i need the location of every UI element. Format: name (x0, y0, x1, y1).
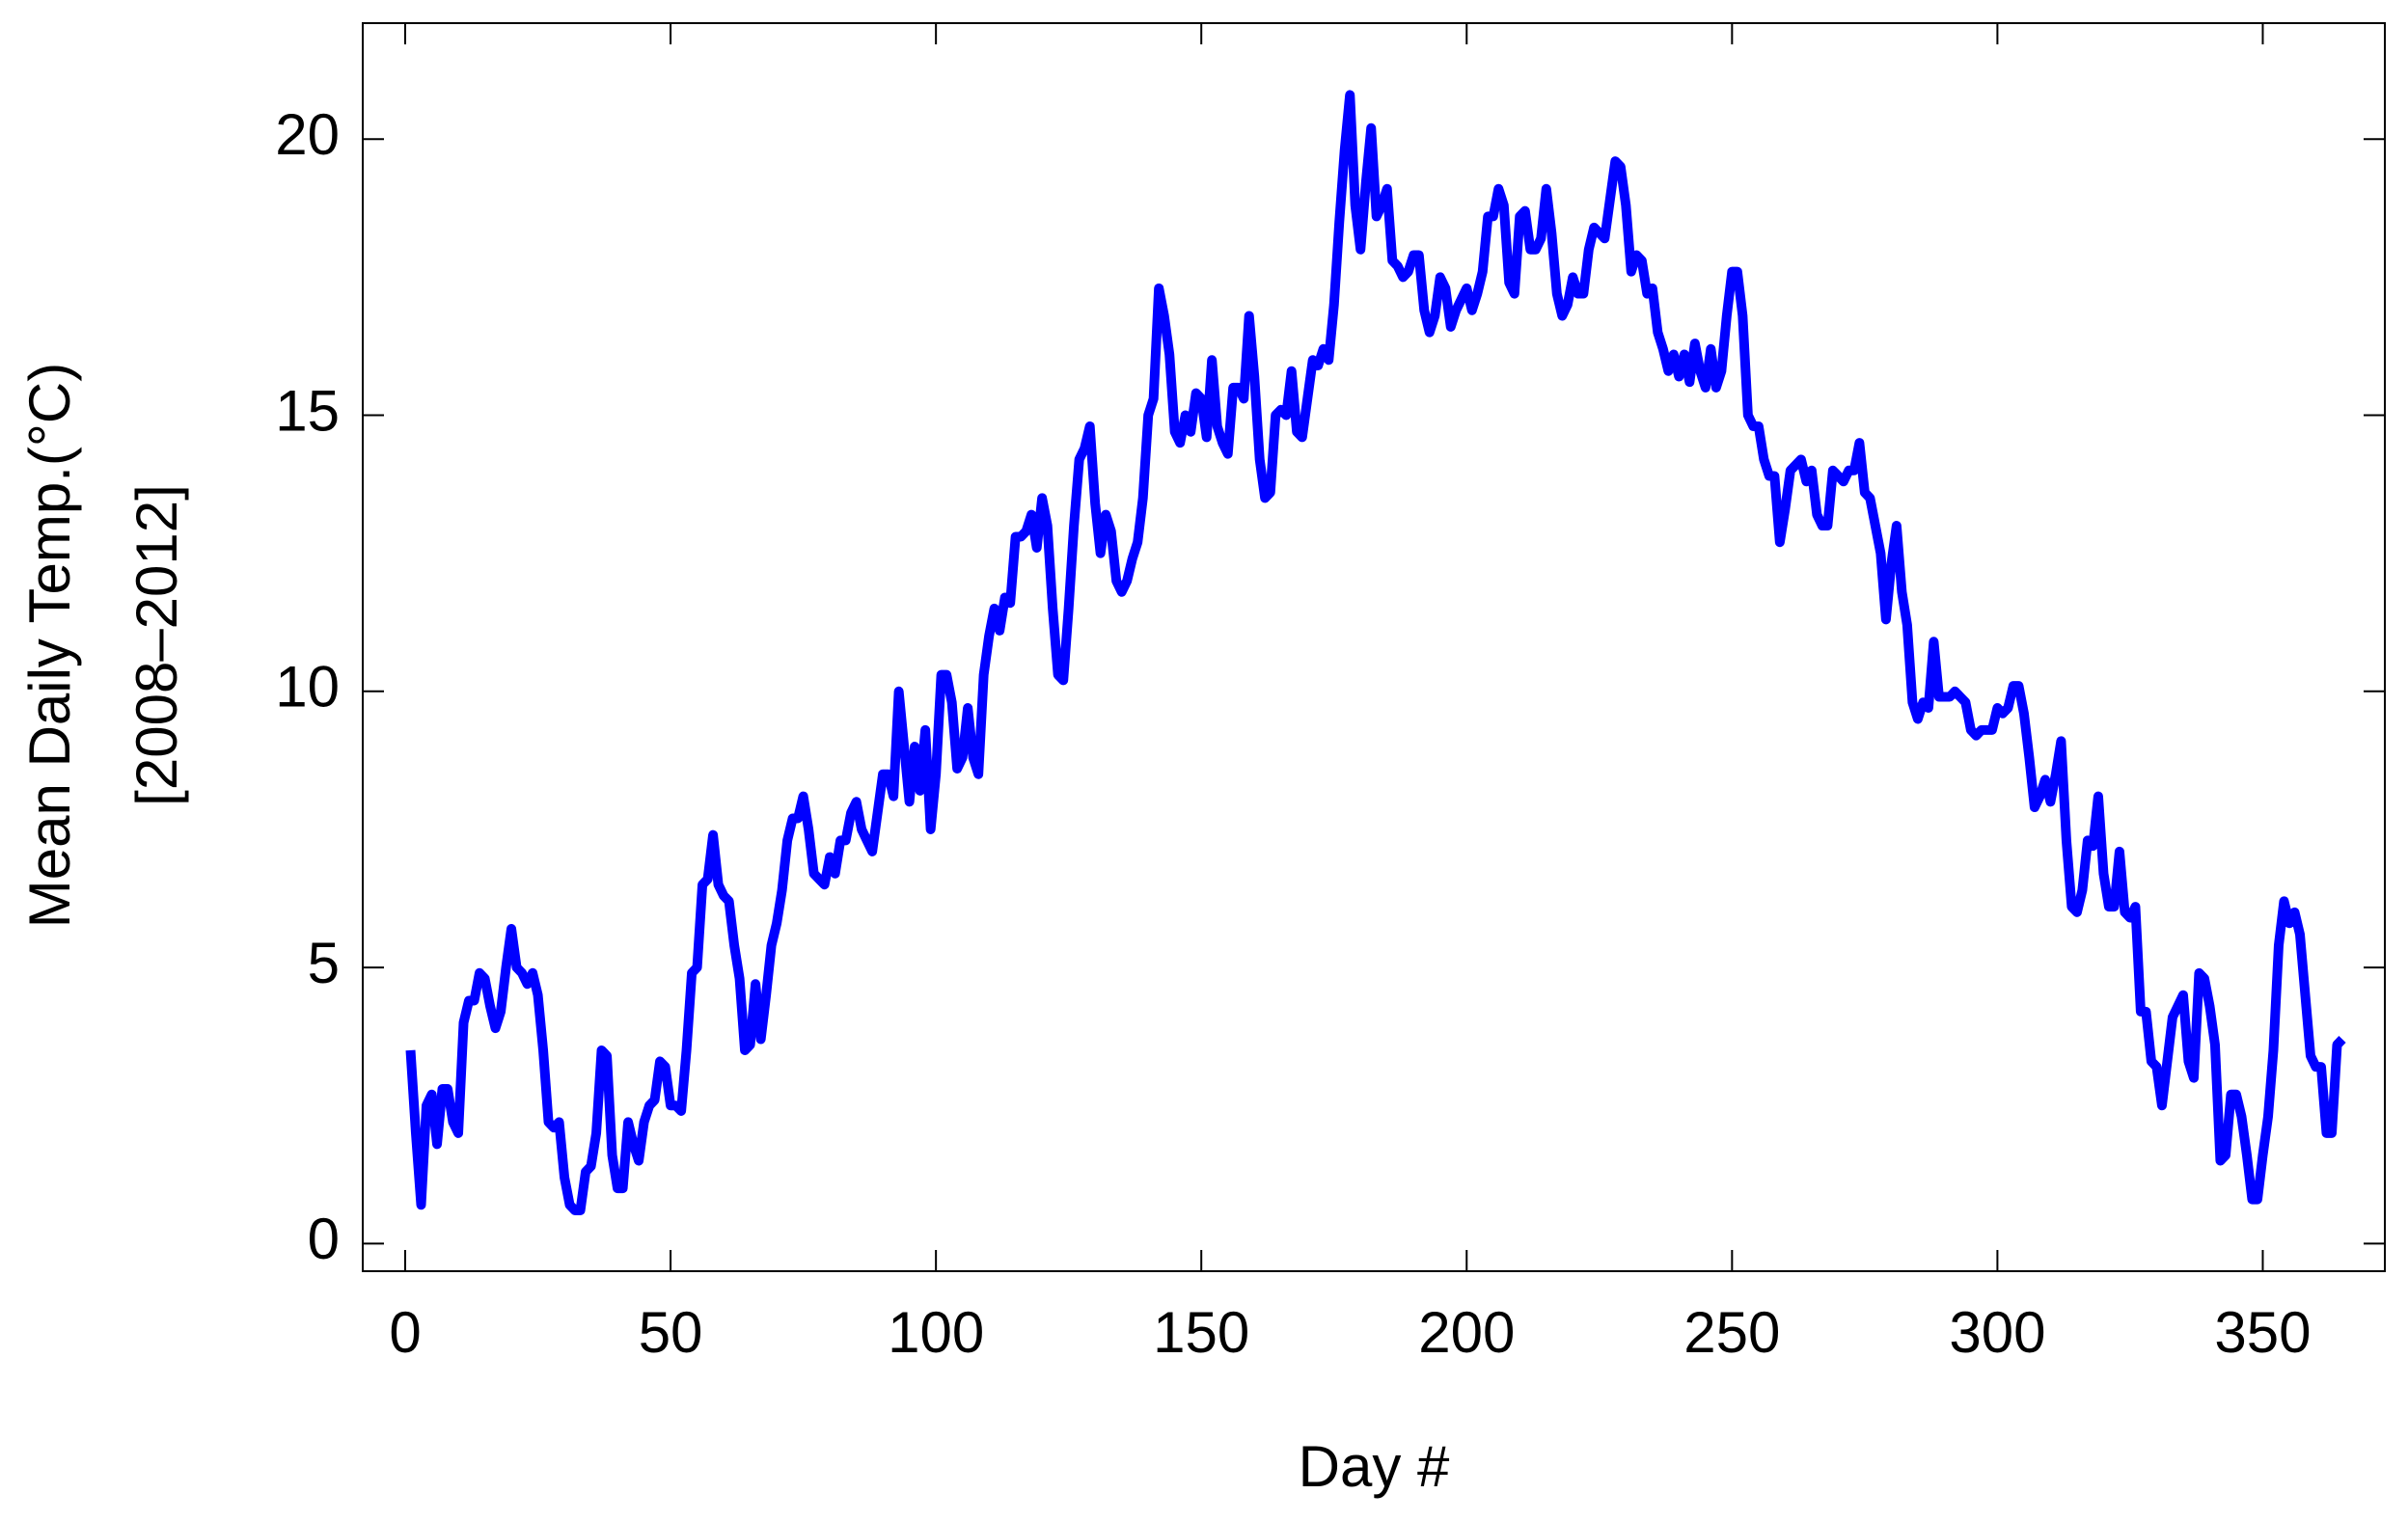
x-axis-label: Day # (1299, 1434, 1450, 1499)
y-tick-label: 15 (275, 378, 340, 443)
y-axis-label: Mean Daily Temp.(°C) (17, 363, 82, 928)
x-tick-label: 100 (888, 1300, 984, 1365)
x-tick-label: 50 (639, 1300, 703, 1365)
x-tick-label: 200 (1418, 1300, 1515, 1365)
y-axis-label: [2008–2012] (124, 484, 189, 806)
x-tick-label: 150 (1153, 1300, 1249, 1365)
y-tick-label: 0 (308, 1207, 340, 1271)
data-line (405, 90, 2346, 1216)
y-tick-label: 10 (275, 655, 340, 720)
x-tick-label: 300 (1949, 1300, 2045, 1365)
y-tick-label: 20 (275, 102, 340, 167)
y-tick-label: 5 (308, 931, 340, 995)
x-tick-label: 250 (1683, 1300, 1780, 1365)
x-tick-label: 0 (389, 1300, 421, 1365)
x-tick-label: 350 (2214, 1300, 2311, 1365)
plot-frame (362, 22, 2386, 1272)
